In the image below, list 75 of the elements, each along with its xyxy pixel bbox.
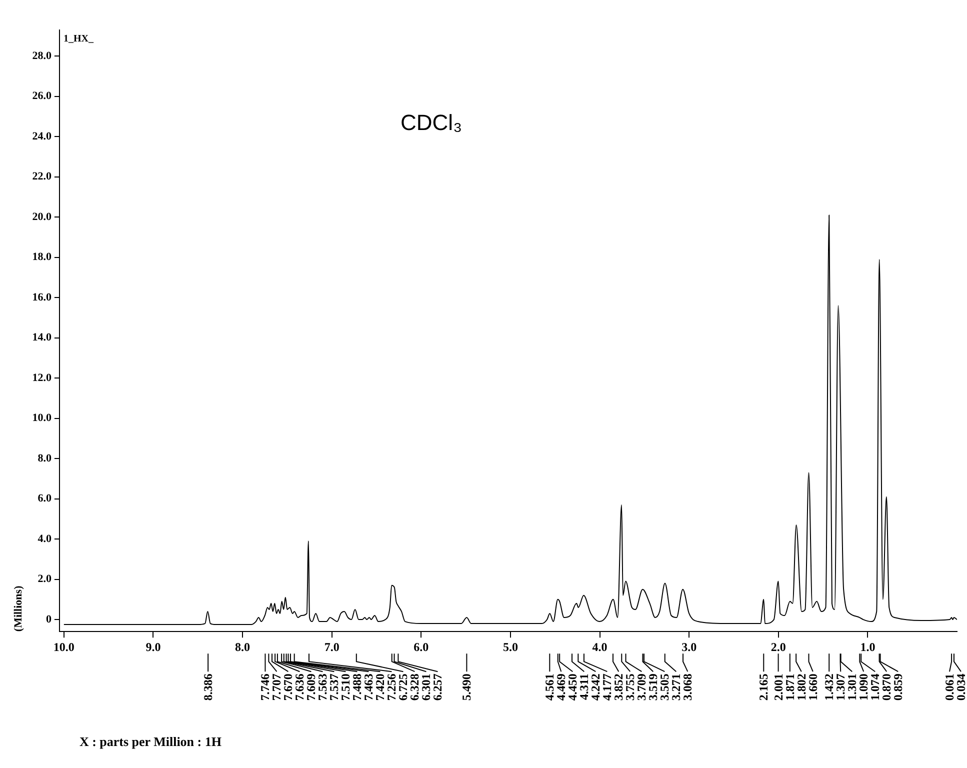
- annotation: 1.871: [782, 674, 797, 701]
- annotation: 3.271: [669, 674, 684, 701]
- annotation: 6.257: [430, 674, 445, 701]
- x-tick-label: 7.0: [324, 640, 340, 654]
- y-tick-label: 8.0: [38, 452, 52, 464]
- annotation: 8.386: [201, 674, 216, 701]
- annotation: 7.510: [338, 674, 353, 701]
- annotation: 7.488: [350, 674, 364, 701]
- annotation: 6.725: [396, 674, 410, 701]
- annotation: 1.301: [845, 674, 860, 701]
- annotation: 3.755: [623, 674, 638, 701]
- annotation: 7.746: [258, 674, 272, 701]
- annotation: 2.165: [756, 674, 771, 701]
- annotation: 5.490: [460, 674, 474, 701]
- x-tick-label: 8.0: [235, 640, 250, 654]
- annotation: 0.061: [942, 674, 956, 701]
- y-tick-label: 20.0: [32, 210, 52, 223]
- annotation: 0.034: [954, 674, 967, 701]
- annotation: 3.709: [634, 674, 649, 701]
- x-tick-label: 3.0: [682, 640, 697, 654]
- annotation: 4.177: [600, 674, 614, 701]
- y-tick-label: 26.0: [32, 90, 52, 102]
- annotation: 4.242: [588, 674, 603, 701]
- x-tick-label: 2.0: [770, 640, 786, 654]
- y-tick-label: 2.0: [38, 573, 52, 586]
- x-tick-label: 4.0: [592, 640, 608, 654]
- annotation: 0.870: [880, 674, 894, 701]
- annotation: 3.505: [658, 674, 672, 701]
- y-tick-label: 14.0: [32, 332, 52, 344]
- y-tick-label: 0: [46, 613, 52, 626]
- annotation: 7.537: [327, 674, 342, 701]
- y-tick-label: 4.0: [38, 532, 52, 545]
- annotation: 1.802: [794, 674, 808, 701]
- annotation: 6.301: [419, 674, 434, 701]
- annotation: 7.256: [384, 674, 399, 701]
- y-tick-label: 22.0: [32, 170, 52, 183]
- annotation: 1.660: [806, 674, 820, 701]
- x-tick-label: 1.0: [860, 640, 876, 654]
- y-tick-label: 6.0: [38, 492, 52, 505]
- y-tick-label: 28.0: [32, 50, 52, 62]
- annotation: 7.636: [292, 674, 307, 701]
- annotation: 0.859: [891, 674, 906, 701]
- y-tick-label: 16.0: [32, 291, 52, 304]
- annotation: 1.090: [856, 674, 871, 701]
- annotation: 7.563: [316, 674, 330, 701]
- annotation: 1_HX_: [63, 34, 94, 45]
- annotation: 4.469: [554, 674, 568, 701]
- annotation: 6.328: [408, 674, 422, 701]
- y-axis-title: (Millions): [12, 585, 24, 632]
- text: X : parts per Million : 1H: [79, 734, 222, 749]
- annotation: 4.311: [577, 674, 592, 700]
- annotation: 4.561: [542, 674, 557, 701]
- line-series: [63, 214, 957, 626]
- annotation: 4.450: [566, 674, 580, 701]
- annotation: 7.670: [281, 674, 296, 701]
- x-tick-label: 9.0: [146, 640, 161, 654]
- text: CDCl₃: [400, 110, 462, 135]
- annotation: 7.420: [373, 674, 388, 701]
- x-tick-label: 5.0: [502, 640, 518, 654]
- annotation: 7.463: [362, 674, 376, 701]
- y-tick-label: 24.0: [32, 130, 52, 142]
- annotation: 1.307: [834, 674, 848, 701]
- annotation: 3.068: [680, 674, 695, 701]
- annotation: 2.001: [771, 674, 786, 701]
- x-tick-label: 6.0: [414, 640, 429, 654]
- x-tick-label: 10.0: [53, 640, 74, 654]
- annotation: 7.609: [304, 674, 318, 701]
- y-tick-label: 18.0: [32, 251, 52, 264]
- annotation: 1.074: [868, 674, 882, 701]
- y-tick-label: 12.0: [32, 372, 52, 384]
- y-tick-label: 10.0: [32, 412, 52, 424]
- annotation: 7.707: [270, 674, 284, 701]
- annotation: 3.852: [612, 674, 626, 701]
- annotation: 3.519: [646, 674, 660, 701]
- annotation: 1.432: [822, 674, 836, 701]
